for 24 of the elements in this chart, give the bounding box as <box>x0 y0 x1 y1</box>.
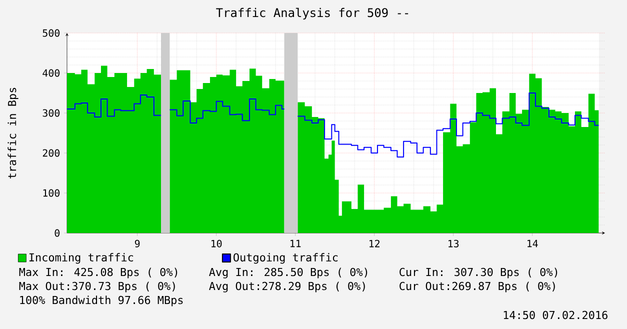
text: 14:50 07.02.2016 <box>504 310 608 320</box>
x-tick-label: 10 <box>212 240 222 248</box>
y-tick-label: 0 <box>54 229 60 237</box>
x-tick-label: 9 <box>134 240 140 248</box>
chart-title: Traffic Analysis for 509 -- <box>216 8 408 20</box>
legend-label: Outgoing traffic <box>234 253 338 264</box>
y-tick-label: 500 <box>42 29 60 37</box>
series-label: Incoming traffic <box>29 253 134 264</box>
y-axis-title: traffic in Bps <box>8 88 18 178</box>
x-tick-label: 13 <box>448 240 459 248</box>
text: Max Out:370.73 Bps ( 0%) <box>19 282 175 292</box>
y-tick-label: 200 <box>42 149 60 157</box>
y-tick-label: 300 <box>42 109 60 117</box>
text: 100% Bandwidth 97.66 MBps <box>20 296 183 306</box>
y-tick-label: 100 <box>43 189 60 197</box>
text: Avg In: 285.50 Bps ( 0%) <box>209 268 368 278</box>
y-tick-label: 400 <box>42 69 60 77</box>
x-tick-label: 14 <box>528 240 538 248</box>
text: Cur In: 307.30 Bps ( 0%) <box>400 268 558 278</box>
text: Max In: 425.08 Bps ( 0%) <box>19 268 178 278</box>
text: Cur Out:269.87 Bps ( 0%) <box>400 282 555 292</box>
x-tick-label: 11 <box>290 240 301 248</box>
text: Avg Out:278.29 Bps ( 0%) <box>209 282 365 292</box>
x-tick-label: 12 <box>370 240 380 248</box>
